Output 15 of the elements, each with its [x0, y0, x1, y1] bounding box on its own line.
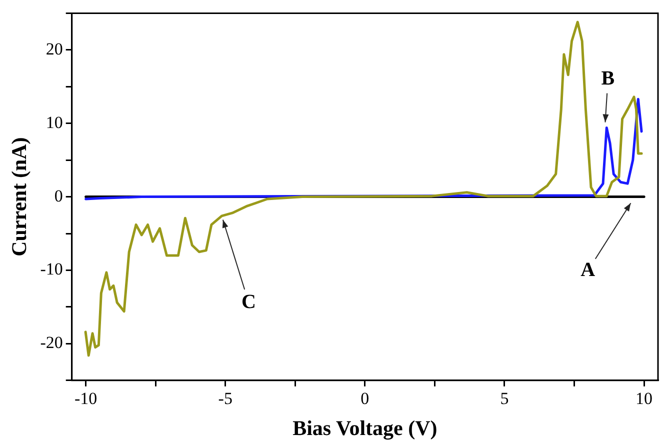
annotation: A [580, 258, 596, 281]
y-axis-title: Current (nA) [7, 137, 32, 256]
y-tick-label: 0 [54, 186, 63, 206]
x-tick-label: 5 [500, 389, 509, 408]
annotation: B [601, 67, 615, 90]
annotation: C [242, 291, 256, 314]
y-tick-label: 10 [46, 112, 63, 132]
y-tick-label: -10 [40, 260, 63, 279]
x-axis-title: Bias Voltage (V) [292, 416, 438, 440]
x-tick-label: 0 [360, 389, 370, 408]
x-tick-label: 10 [636, 389, 653, 408]
x-tick-label: -10 [74, 389, 98, 408]
x-tick-label: -5 [218, 389, 232, 408]
y-tick-label: 20 [46, 39, 63, 58]
y-tick-label: -20 [40, 333, 63, 352]
